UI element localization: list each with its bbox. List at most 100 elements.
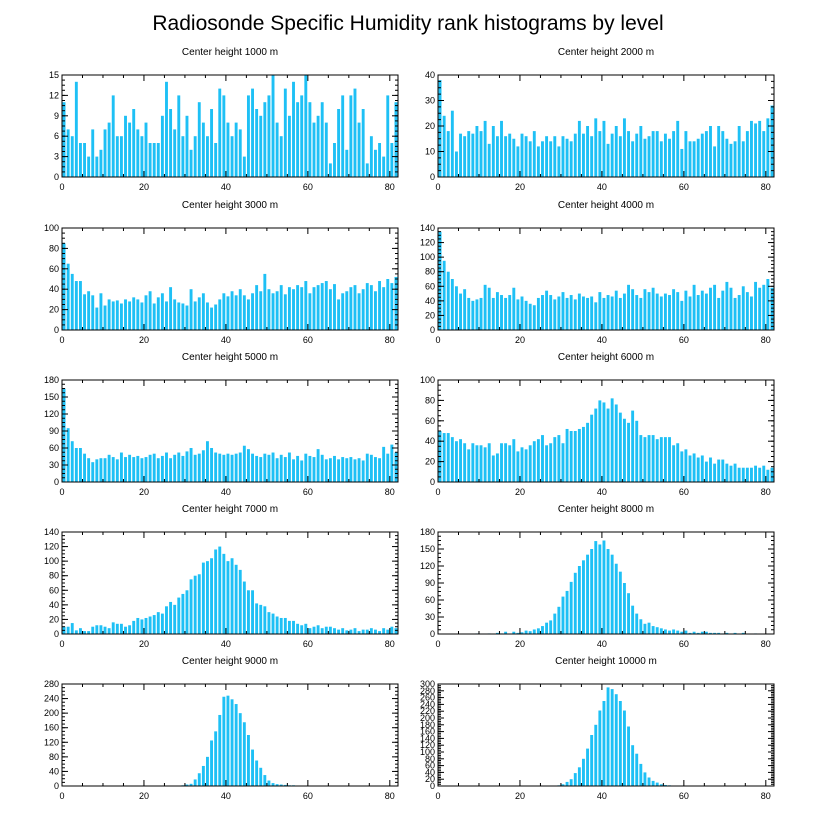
bar — [251, 293, 254, 330]
bar — [214, 143, 218, 177]
bar — [246, 299, 250, 330]
bar — [577, 293, 581, 330]
bar — [124, 457, 127, 482]
bar — [242, 156, 246, 177]
bar — [639, 619, 643, 634]
bar — [700, 290, 704, 330]
bar — [688, 632, 692, 634]
y-tick-label: 100 — [420, 747, 435, 757]
y-tick-label: 30 — [49, 460, 59, 470]
bar — [103, 458, 107, 482]
y-tick-label: 140 — [44, 527, 59, 537]
bar — [663, 629, 667, 634]
y-tick-label: 120 — [44, 737, 59, 747]
bar — [659, 296, 663, 330]
bar — [565, 428, 569, 482]
bar — [349, 95, 353, 177]
bar — [741, 286, 745, 330]
bar — [704, 131, 708, 177]
bar — [394, 452, 398, 482]
bar — [491, 455, 495, 482]
bar — [140, 458, 144, 482]
bar — [504, 136, 508, 177]
panel-title: Center height 2000 m — [558, 47, 654, 58]
bar — [308, 293, 312, 330]
bar — [577, 767, 581, 786]
bar — [651, 626, 655, 634]
bar — [365, 283, 369, 330]
bar — [234, 122, 238, 177]
y-tick-label: 9 — [54, 111, 59, 121]
bar — [99, 149, 103, 177]
bar — [651, 131, 655, 177]
bar — [602, 701, 606, 786]
bar — [659, 437, 663, 482]
bar — [271, 452, 275, 482]
bar — [655, 439, 659, 482]
bar — [353, 628, 357, 634]
bar — [234, 564, 238, 634]
y-tick-label: 20 — [49, 305, 59, 315]
bar — [333, 284, 336, 330]
bar — [91, 129, 95, 177]
bar — [214, 549, 218, 634]
bar — [152, 143, 156, 177]
bar — [586, 748, 590, 786]
bar — [704, 293, 708, 330]
bar — [333, 455, 336, 482]
bar — [357, 458, 361, 482]
bar — [663, 293, 667, 330]
bar — [450, 437, 454, 482]
bar — [618, 136, 622, 177]
bar — [177, 95, 181, 177]
bar — [91, 626, 95, 634]
bar — [193, 301, 197, 330]
bar — [680, 631, 684, 634]
bar — [197, 453, 201, 482]
bar — [754, 465, 758, 482]
x-tick-label: 20 — [515, 487, 525, 497]
bar — [132, 620, 136, 634]
x-tick-label: 80 — [761, 335, 771, 345]
bar — [214, 304, 218, 330]
bar — [78, 628, 82, 634]
bar — [275, 122, 279, 177]
bar — [78, 143, 82, 177]
bar — [279, 454, 283, 482]
bar — [165, 301, 168, 330]
bar — [111, 622, 115, 634]
bar — [132, 297, 136, 330]
bar — [111, 457, 115, 482]
panel-title: Center height 4000 m — [558, 200, 654, 211]
y-tick-label: 80 — [425, 395, 435, 405]
bar — [483, 120, 487, 177]
y-tick-label: 200 — [44, 708, 59, 718]
bar — [684, 449, 688, 482]
bar — [479, 445, 483, 482]
bar — [586, 297, 590, 330]
x-tick-label: 20 — [515, 182, 525, 192]
bar — [750, 467, 753, 482]
bar — [226, 122, 230, 177]
bar — [210, 740, 214, 786]
bar — [700, 455, 704, 482]
y-tick-label: 150 — [44, 392, 59, 402]
bar — [622, 293, 626, 330]
bar — [536, 146, 540, 177]
bar — [647, 622, 651, 634]
bar — [218, 714, 222, 786]
y-tick-label: 100 — [44, 556, 59, 566]
y-tick-label: 3 — [54, 152, 59, 162]
bar — [500, 295, 503, 330]
x-tick-label: 60 — [679, 639, 689, 649]
bar — [459, 439, 462, 482]
y-tick-label: 40 — [49, 766, 59, 776]
bar — [573, 299, 577, 330]
bar — [582, 560, 585, 634]
x-tick-label: 60 — [303, 487, 313, 497]
bar — [287, 452, 291, 482]
x-tick-label: 80 — [385, 791, 395, 801]
bar — [242, 722, 246, 786]
panel-title: Center height 5000 m — [182, 352, 278, 363]
bar — [345, 458, 349, 482]
